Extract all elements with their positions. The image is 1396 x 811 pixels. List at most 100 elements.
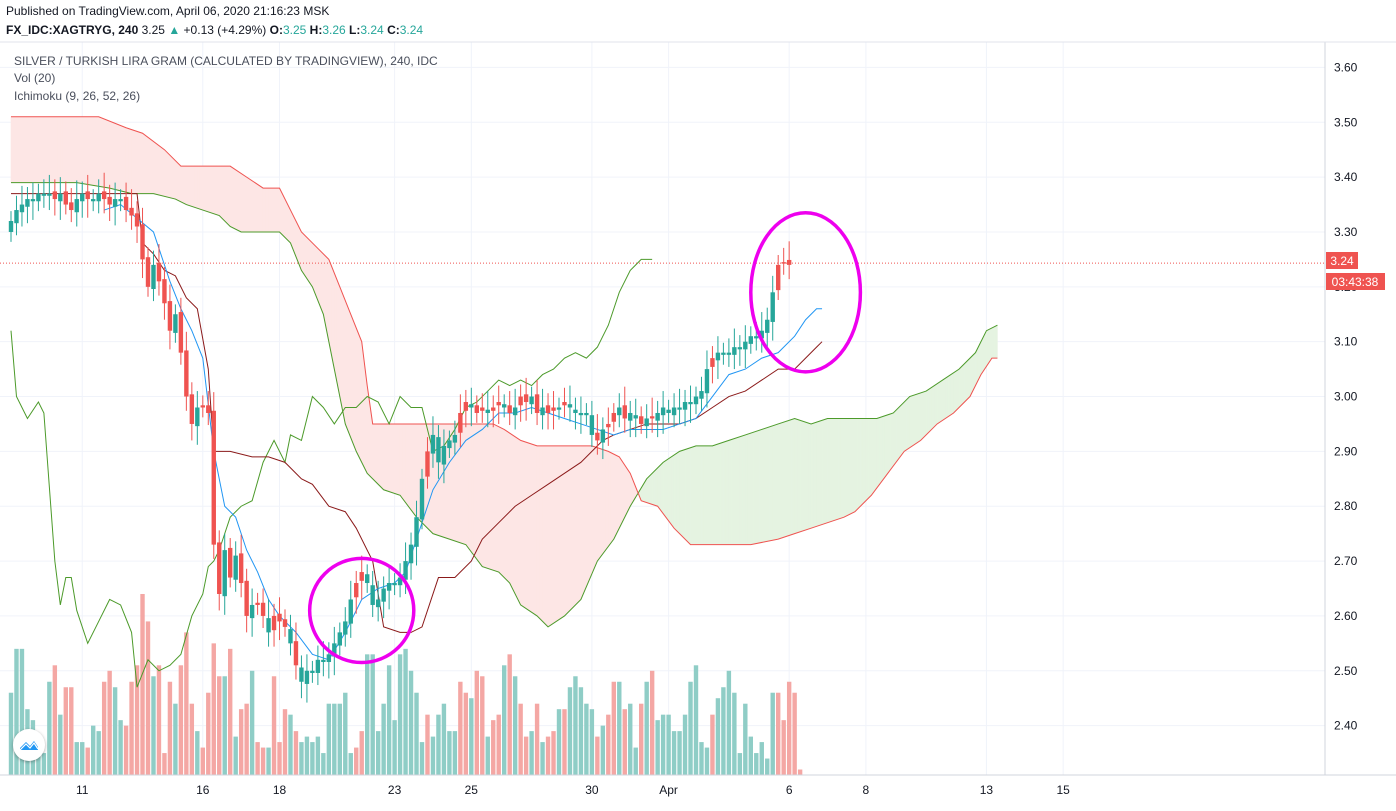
volume-bar <box>666 714 671 775</box>
cloud-segment <box>621 459 626 523</box>
volume-bar <box>260 747 266 775</box>
cloud-segment <box>936 381 941 425</box>
time-tick-label: 23 <box>388 783 402 797</box>
cloud-segment <box>112 121 116 190</box>
cloud-segment <box>772 424 776 541</box>
volume-bar <box>715 698 721 775</box>
cloud-segment <box>383 423 387 492</box>
candle-body <box>628 412 633 421</box>
cloud-segment <box>281 193 286 239</box>
volume-bar <box>474 670 479 775</box>
cloud-segment <box>712 444 716 545</box>
cloud-segment <box>608 450 612 548</box>
cloud-segment <box>32 116 36 183</box>
candle-body <box>660 407 666 416</box>
cloud-segment <box>301 231 305 276</box>
cloud-segment <box>873 418 878 493</box>
volume-bar <box>463 692 469 775</box>
candle-body <box>288 629 293 644</box>
candle-body <box>167 301 173 331</box>
candle-body <box>211 410 216 545</box>
price-axis[interactable]: 3.603.503.403.303.203.103.002.902.802.70… <box>1334 60 1358 732</box>
cloud-segment <box>912 394 916 447</box>
ichimoku-lines <box>0 116 1325 688</box>
price-tick-label: 2.80 <box>1334 499 1358 513</box>
cloud-segment <box>216 165 220 216</box>
cloud-segment <box>561 445 565 619</box>
cloud-segment <box>580 445 584 600</box>
volume-legend[interactable]: Vol (20) <box>14 71 56 85</box>
cloud-segment <box>742 434 746 545</box>
candle-body <box>41 193 47 196</box>
cloud-segment <box>517 438 521 606</box>
cloud-segment <box>605 450 609 552</box>
cloud-segment <box>925 388 930 436</box>
volume-bar <box>573 676 578 775</box>
candle-body <box>228 547 233 578</box>
cloud-segment <box>786 419 790 537</box>
cloud-segment <box>177 162 182 203</box>
volume-bar <box>244 703 249 775</box>
cloud-segment <box>487 423 491 570</box>
cloud-segment <box>84 116 89 185</box>
cloud-segment <box>120 125 124 192</box>
countdown-badge <box>1326 273 1385 290</box>
candle-body <box>74 199 79 213</box>
annotations[interactable] <box>307 211 863 665</box>
time-axis[interactable]: 11 16 18 23 25 30 Apr 6 8 13 15 <box>76 783 1070 797</box>
cloud-segment <box>709 445 713 545</box>
cloud-segment <box>54 116 58 183</box>
cloud-segment <box>703 445 708 545</box>
cloud-segment <box>202 165 206 212</box>
ichimoku-legend[interactable]: Ichimoku (9, 26, 52, 26) <box>14 89 141 103</box>
cloud-segment <box>755 429 760 544</box>
cloud-segment <box>40 116 45 183</box>
cloud-segment <box>544 445 549 628</box>
cloud-segment <box>43 116 47 183</box>
volume-bar <box>491 720 496 775</box>
volume-bar <box>693 665 699 775</box>
candle-body <box>271 615 277 631</box>
volume-bar <box>622 709 627 775</box>
cloud-segment <box>155 142 160 196</box>
candle-body <box>551 407 556 411</box>
cloud-segment <box>520 439 524 608</box>
tradingview-logo-icon[interactable] <box>13 729 45 761</box>
cloud-segment <box>254 182 258 233</box>
volume-bar <box>277 742 282 775</box>
cloud-segment <box>681 449 686 540</box>
high-value: 3.26 <box>322 23 346 37</box>
volume-bar <box>644 681 649 775</box>
cloud-segment <box>777 422 782 540</box>
cloud-segment <box>860 418 864 507</box>
volume-bar <box>41 753 47 775</box>
cloud-segment <box>966 357 971 400</box>
volume-bar <box>419 742 425 775</box>
series-title[interactable]: SILVER / TURKISH LIRA GRAM (CALCULATED B… <box>14 54 438 68</box>
volume-bar <box>710 714 715 775</box>
volume-bar <box>211 643 216 775</box>
cloud-segment <box>128 128 132 194</box>
candle-body <box>573 409 578 413</box>
cloud-segment <box>684 448 689 543</box>
candle-body <box>688 402 693 405</box>
candle-body <box>321 659 326 663</box>
cloud-segment <box>405 423 409 508</box>
candle-body <box>743 341 748 350</box>
candle-body <box>118 199 123 202</box>
candle-body <box>403 561 408 580</box>
candle-body <box>644 418 649 427</box>
volume-bar <box>238 709 244 775</box>
cloud-segment <box>849 418 853 515</box>
cloud-segment <box>62 116 67 183</box>
cloud-segment <box>810 422 815 529</box>
volume-bar <box>452 731 458 775</box>
cloud-segment <box>512 434 516 595</box>
candle-body <box>255 602 260 605</box>
cloud-segment <box>260 185 264 233</box>
cloud-segment <box>832 418 837 522</box>
time-tick-label: 8 <box>863 783 870 797</box>
cloud-segment <box>380 423 384 491</box>
volume-bar <box>386 665 392 775</box>
